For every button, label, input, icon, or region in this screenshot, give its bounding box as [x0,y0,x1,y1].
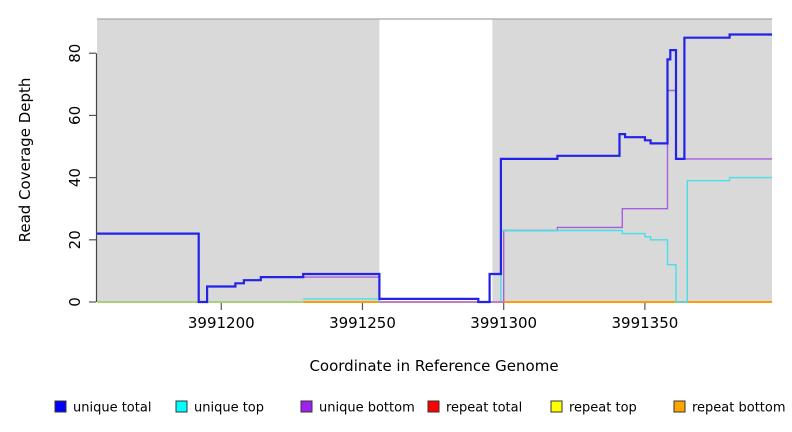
y-axis: 0 20 40 60 80 [66,44,98,307]
x-tick-label: 3991200 [188,314,255,332]
legend-label-unique-total: unique total [73,401,151,416]
legend-label-repeat-top: repeat top [569,401,637,416]
x-tick-label: 3991350 [612,314,679,332]
legend-item-unique-total: unique total [54,400,151,416]
chart-legend: unique total unique top unique bottom repea… [54,400,786,416]
y-tick-label: 40 [66,168,84,187]
legend-swatch-repeat-total [427,400,440,413]
legend-item-repeat-total: repeat total [427,400,522,416]
gray-region-left [97,19,380,302]
legend-item-repeat-bottom: repeat bottom [673,400,786,416]
y-tick-label: 80 [66,44,84,63]
y-axis-title: Read Coverage Depth [16,78,34,243]
legend-swatch-unique-top [175,400,188,413]
legend-label-repeat-bottom: repeat bottom [692,401,786,416]
legend-item-repeat-top: repeat top [550,400,637,416]
y-tick-label: 0 [66,297,84,307]
y-tick-label: 20 [66,230,84,249]
legend-item-unique-bottom: unique bottom [300,400,415,416]
shaded-regions [97,18,772,302]
series-unique-total-line [97,33,772,304]
legend-swatch-repeat-top [550,400,563,413]
y-tick-label: 60 [66,106,84,125]
legend-label-unique-bottom: unique bottom [319,401,415,416]
legend-swatch-unique-bottom [300,400,313,413]
x-tick-label: 3991250 [329,314,396,332]
legend-item-unique-top: unique top [175,400,264,416]
x-axis-title: Coordinate in Reference Genome [309,357,558,375]
series-unique-top-line [303,176,772,303]
x-axis: 3991200 3991250 3991300 3991350 [188,303,678,332]
legend-label-unique-top: unique top [194,401,264,416]
series-lines [97,33,772,304]
x-tick-label: 3991300 [470,314,537,332]
legend-swatch-repeat-bottom [673,400,686,413]
gray-region-right [492,19,772,302]
legend-swatch-unique-total [54,400,67,413]
legend-label-repeat-total: repeat total [446,401,522,416]
